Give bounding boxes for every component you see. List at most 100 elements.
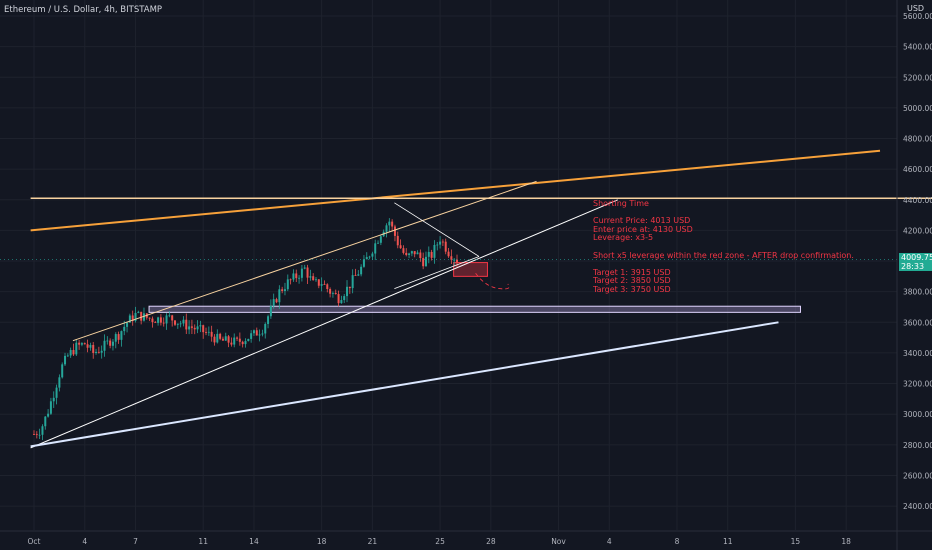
candle-body (348, 286, 351, 289)
candle-body (86, 344, 89, 348)
candle-body (258, 334, 261, 336)
candle-body (190, 326, 193, 328)
candle-body (140, 311, 143, 321)
candle-body (78, 342, 81, 345)
candle-body (405, 252, 408, 255)
candle-body (340, 300, 343, 304)
candle-body (241, 341, 244, 345)
candle-body (69, 350, 72, 356)
candle-body (410, 251, 413, 254)
candle-body (165, 315, 168, 324)
price-tick-label: 2600.00 (903, 471, 932, 480)
time-tick-label: 4 (82, 537, 87, 546)
upper-channel[interactable] (30, 149, 881, 232)
candle-body (151, 318, 154, 323)
candle-body (83, 343, 86, 345)
candle-body (182, 319, 185, 324)
candle-body (221, 338, 224, 341)
candle-body (103, 340, 106, 351)
support-zone (148, 305, 801, 313)
annotation-line: Target 3: 3750 USD (593, 284, 671, 294)
candle-body (396, 235, 399, 246)
candle-body (137, 311, 140, 313)
price-tick-label: 4200.00 (903, 226, 932, 235)
candle-body (89, 344, 92, 348)
trade-annotation: Shorting Time Current Price: 4013 USD Ent… (593, 199, 854, 295)
candle-body (41, 426, 44, 435)
symbol-title[interactable]: Ethereum / U.S. Dollar, 4h, BITSTAMP (4, 5, 163, 15)
candle-body (289, 279, 292, 281)
candle-body (224, 336, 227, 341)
candle-body (106, 340, 109, 342)
candle-body (117, 334, 120, 340)
candle-body (80, 343, 83, 345)
price-tick-label: 3200.00 (903, 380, 932, 389)
time-axis[interactable]: Oct 4 7 11 14 18 21 25 28 Nov 4 8 11 15 18 (0, 530, 932, 546)
candle-body (357, 274, 360, 276)
rising-wedge-top[interactable] (72, 180, 537, 342)
candle-body (75, 342, 78, 355)
time-tick-label: 8 (675, 537, 680, 546)
candle-body (210, 331, 213, 337)
candle-body (216, 333, 219, 343)
time-tick-label: 18 (841, 537, 851, 546)
candle-body (162, 322, 165, 324)
candle-body (298, 277, 301, 279)
candle-body (391, 221, 394, 227)
candle-body (126, 322, 129, 327)
candle-body (329, 289, 332, 294)
candle-body (402, 248, 405, 253)
price-axis[interactable]: 5600.00 5400.00 5200.00 5000.00 4800.00 4600.… (896, 0, 932, 550)
candle-body (309, 276, 312, 278)
candle-body (92, 344, 95, 353)
candle-body (236, 337, 239, 339)
last-price-value: 4009.75 (901, 253, 932, 262)
candle-body (351, 275, 354, 289)
annotation-line: Target 1: 3915 USD (593, 267, 671, 277)
candle-body (323, 284, 326, 285)
pennant-bottom[interactable] (394, 256, 480, 289)
candle-body (385, 225, 388, 232)
candle-body (207, 331, 210, 333)
candle-body (123, 326, 126, 332)
candle-body (213, 336, 216, 343)
candle-body (334, 292, 337, 295)
candle-body (176, 323, 179, 325)
annotation-line: Short x5 leverage within the red zone - … (593, 250, 854, 260)
candle-body (114, 334, 117, 342)
long-support[interactable] (30, 321, 779, 448)
time-tick-label: 11 (198, 537, 208, 546)
annotation-line: Target 2: 3850 USD (593, 276, 671, 286)
time-tick-label: 14 (249, 537, 259, 546)
candle-body (360, 266, 363, 275)
candle-body (202, 325, 205, 333)
candle-body (393, 226, 396, 236)
red-short-zone (453, 262, 488, 277)
candle-body (312, 276, 315, 281)
rising-wedge-bottom[interactable] (30, 199, 618, 449)
candle-body (159, 317, 162, 323)
price-tick-label: 5400.00 (903, 43, 932, 52)
candle-body (95, 351, 98, 353)
candle-body (131, 315, 134, 321)
candle-body (128, 315, 131, 323)
candle-body (374, 243, 377, 254)
bar-countdown: 28:33 (901, 262, 925, 271)
candle-body (97, 351, 100, 353)
candle-body (399, 245, 402, 249)
candle-body (362, 259, 365, 267)
candle-body (199, 325, 202, 327)
candle-body (450, 256, 453, 260)
candle-body (430, 251, 433, 258)
candle-body (337, 294, 340, 304)
pennant-top[interactable] (394, 202, 480, 257)
candle-body (109, 340, 112, 346)
candle-body (142, 313, 145, 321)
annotation-line: Leverage: x3-5 (593, 233, 654, 243)
candle-body (456, 259, 458, 263)
candle-body (58, 377, 61, 388)
candle-body (408, 253, 411, 255)
candle-body (196, 326, 199, 330)
annotation-line: Enter price at: 4130 USD (593, 224, 693, 234)
